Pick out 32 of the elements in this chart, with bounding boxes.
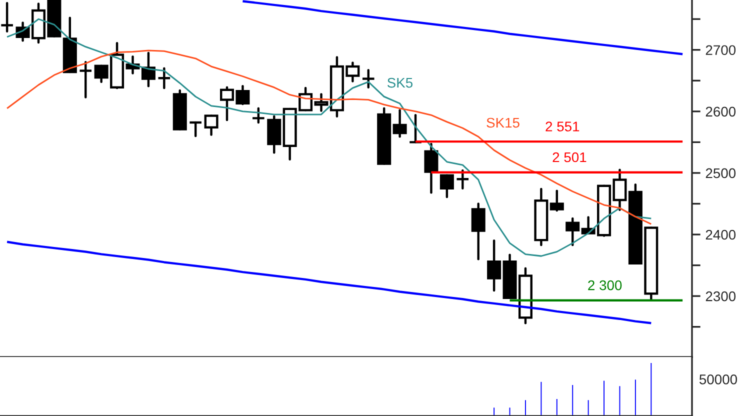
candlestick (456, 169, 470, 190)
candlestick (141, 52, 156, 88)
candlestick (157, 67, 172, 90)
candlestick (0, 2, 14, 32)
series-label: SK15 (486, 118, 520, 128)
line-series (6, 18, 652, 257)
candlestick (550, 190, 564, 212)
candlestick (566, 217, 580, 246)
series-label: 2 551 (546, 122, 580, 132)
series-label: 2 501 (552, 152, 586, 162)
candlestick (361, 69, 376, 89)
y-tick-label: 2300 (706, 291, 736, 302)
y-tick-label: 2400 (706, 230, 736, 240)
candlestick (78, 61, 93, 98)
line-series (6, 240, 652, 324)
candlestick (487, 240, 502, 292)
candlestick (251, 107, 266, 124)
series-label: SK5 (387, 78, 413, 88)
candlestick (424, 142, 438, 194)
y-tick-label: 2600 (706, 106, 736, 117)
candlestick (408, 114, 423, 144)
line-series (6, 50, 652, 225)
y-tick-label: 2500 (706, 168, 736, 178)
line-series (242, 0, 684, 56)
candlestick (440, 174, 454, 198)
candlestick (392, 109, 407, 138)
candlestick (471, 202, 486, 260)
text: 50000 (699, 374, 737, 384)
y-tick-label: 2700 (706, 45, 736, 56)
candlestick (188, 121, 203, 138)
candlestick (204, 114, 218, 136)
series-label: 2 300 (588, 280, 622, 290)
